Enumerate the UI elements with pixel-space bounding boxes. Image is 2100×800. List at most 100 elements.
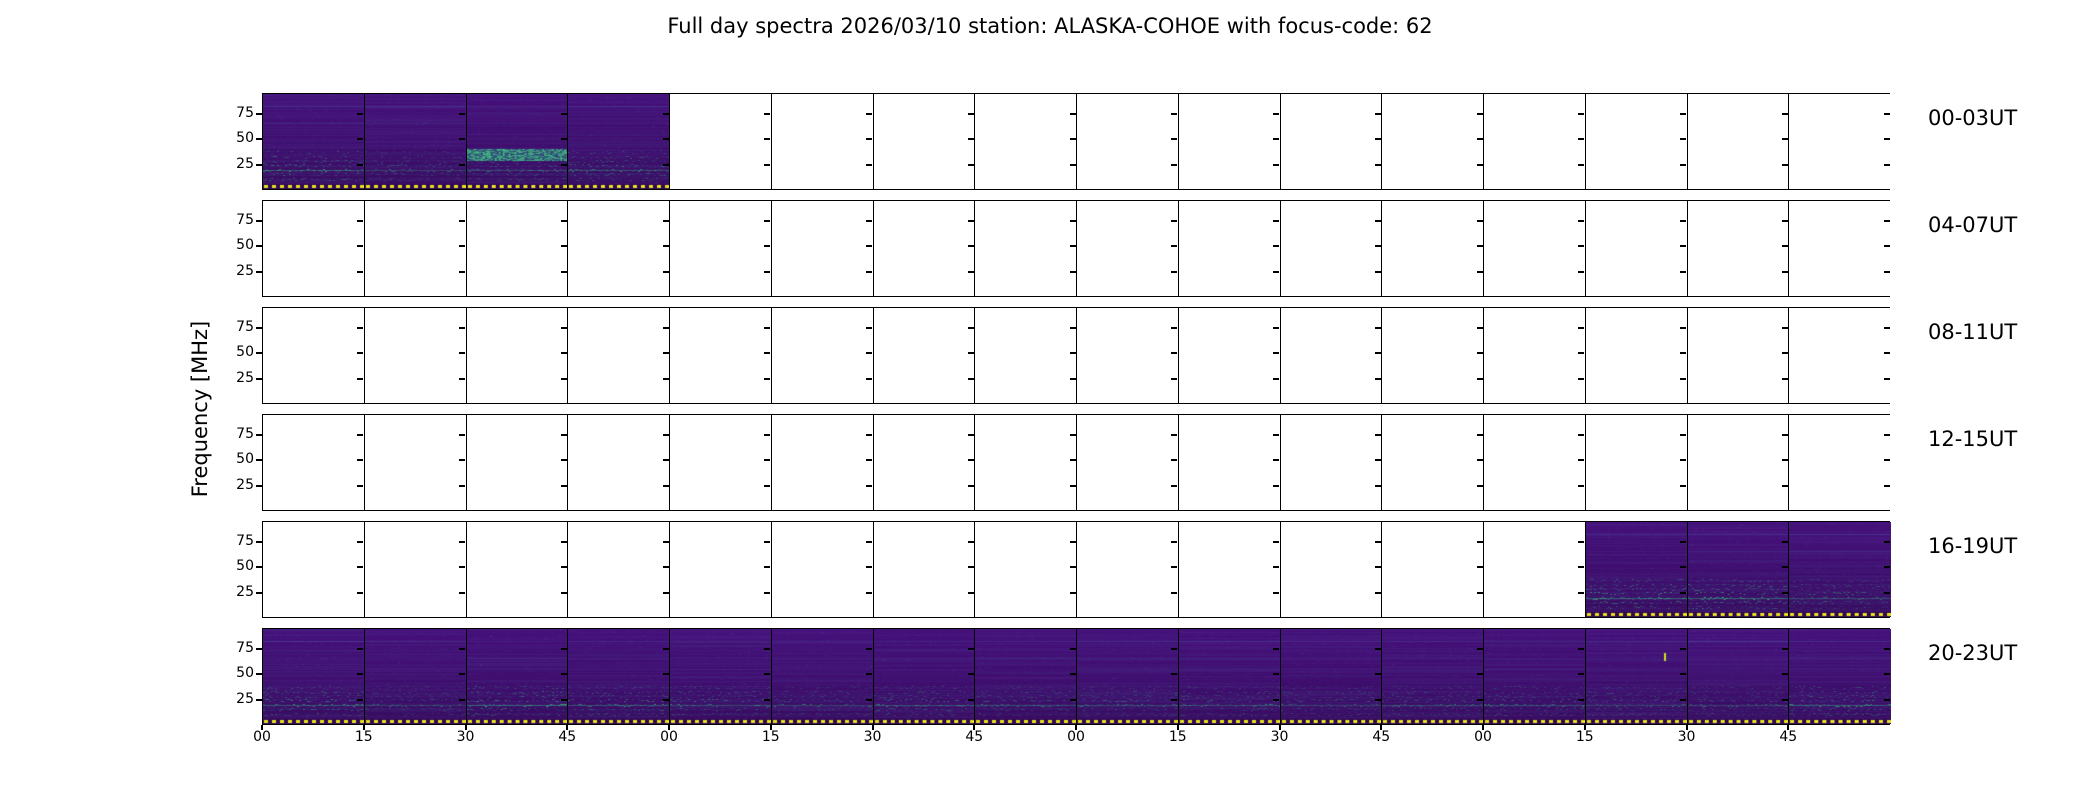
spectrogram-panel — [873, 415, 976, 510]
y-tick-mark — [560, 245, 567, 247]
y-tick-mark — [1374, 434, 1381, 436]
y-tick-mark — [357, 271, 364, 273]
spectrogram-panel — [1280, 94, 1383, 189]
y-tick-mark — [1476, 541, 1483, 543]
y-tick-mark — [459, 113, 465, 115]
y-tick-mark — [357, 699, 364, 701]
spectrogram-panel — [670, 629, 772, 724]
y-tick-mark — [1476, 485, 1483, 487]
y-tick-mark — [967, 566, 974, 568]
x-tick-label: 15 — [1168, 729, 1187, 745]
y-tick-mark — [1680, 592, 1686, 594]
spectrogram-panel — [364, 415, 467, 510]
y-tick-mark — [459, 566, 465, 568]
y-tick-mark — [764, 271, 771, 273]
spectrogram-panel — [1585, 629, 1688, 724]
spectrogram-panel — [1789, 94, 1891, 189]
y-tick-mark — [866, 485, 872, 487]
spectrogram-panel — [1789, 629, 1891, 724]
y-tick-mark — [1781, 485, 1788, 487]
y-tick-mark — [764, 592, 771, 594]
y-tick-mark — [459, 485, 465, 487]
y-tick-mark — [1273, 327, 1279, 329]
y-tick-mark — [1171, 699, 1178, 701]
y-tick-mark — [560, 220, 567, 222]
spectrogram-panel — [771, 629, 874, 724]
y-tick-mark — [560, 434, 567, 436]
y-tick-mark — [1476, 271, 1483, 273]
y-tick-label: 50 — [236, 451, 254, 467]
y-tick-mark — [1069, 592, 1076, 594]
y-tick-mark — [1578, 113, 1585, 115]
y-tick-mark — [1781, 327, 1788, 329]
spectrogram-panel — [1585, 201, 1688, 296]
y-tick-mark — [967, 138, 974, 140]
spectrogram-panel — [263, 415, 365, 510]
x-tick-mark — [261, 725, 263, 730]
y-tick-mark — [1476, 327, 1483, 329]
y-tick-mark — [1273, 164, 1279, 166]
y-tick-mark — [1680, 648, 1686, 650]
y-tick-mark — [1069, 378, 1076, 380]
y-tick-mark — [1680, 271, 1686, 273]
y-tick-mark — [255, 459, 262, 461]
spectrogram-panel — [1484, 415, 1586, 510]
x-tick-label: 45 — [1372, 729, 1391, 745]
spectrogram-canvas — [873, 629, 975, 724]
x-tick-mark — [464, 725, 467, 730]
y-tick-label: 25 — [236, 263, 254, 279]
spectrogram-panel — [364, 201, 467, 296]
y-tick-mark — [1171, 327, 1178, 329]
spectrogram-canvas — [1585, 522, 1687, 617]
y-tick-mark — [1476, 434, 1483, 436]
x-tick-mark — [769, 725, 772, 730]
spectrogram-panel — [670, 308, 772, 403]
spectrogram-panel — [1178, 201, 1281, 296]
y-tick-mark — [1883, 592, 1890, 594]
spectrogram-panel — [364, 522, 467, 617]
y-tick-mark — [1069, 245, 1076, 247]
y-tick-mark — [866, 566, 872, 568]
y-tick-mark — [866, 541, 872, 543]
y-tick-mark — [560, 352, 567, 354]
spectrogram-panel — [873, 522, 976, 617]
x-tick-mark — [1278, 725, 1281, 730]
y-tick-mark — [560, 113, 567, 115]
spectrogram-panel — [1178, 415, 1281, 510]
spectrogram-panel — [1687, 308, 1790, 403]
y-tick-mark — [459, 164, 465, 166]
y-tick-mark — [1578, 164, 1585, 166]
x-tick-mark — [362, 725, 365, 730]
x-tick-mark — [1075, 725, 1077, 730]
y-tick-mark — [560, 485, 567, 487]
y-tick-mark — [1273, 378, 1279, 380]
y-tick-mark — [1680, 541, 1686, 543]
y-tick-mark — [967, 459, 974, 461]
spectrogram-canvas — [1280, 629, 1382, 724]
spectrogram-canvas — [1178, 629, 1280, 724]
y-tick-mark — [662, 699, 669, 701]
x-tick-label: 15 — [1575, 729, 1594, 745]
y-tick-mark — [255, 352, 262, 354]
y-tick-mark — [1476, 113, 1483, 115]
y-tick-mark — [967, 699, 974, 701]
spectrogram-panel — [1789, 201, 1891, 296]
y-tick-mark — [662, 220, 669, 222]
x-tick-mark — [1685, 725, 1688, 730]
y-tick-label: 75 — [236, 426, 254, 442]
y-tick-mark — [764, 648, 771, 650]
spectrogram-panel — [1382, 201, 1484, 296]
spectrogram-panel — [1585, 94, 1688, 189]
y-tick-mark — [1781, 271, 1788, 273]
y-tick-mark — [459, 220, 465, 222]
y-tick-mark — [255, 673, 262, 675]
y-tick-mark — [662, 673, 669, 675]
y-tick-mark — [255, 648, 262, 650]
y-tick-mark — [459, 673, 465, 675]
row-label: 12-15UT — [1928, 427, 2018, 451]
spectrogram-canvas — [1484, 629, 1585, 724]
y-tick-mark — [1374, 327, 1381, 329]
y-tick-mark — [1781, 541, 1788, 543]
spectrogram-panel — [975, 201, 1077, 296]
